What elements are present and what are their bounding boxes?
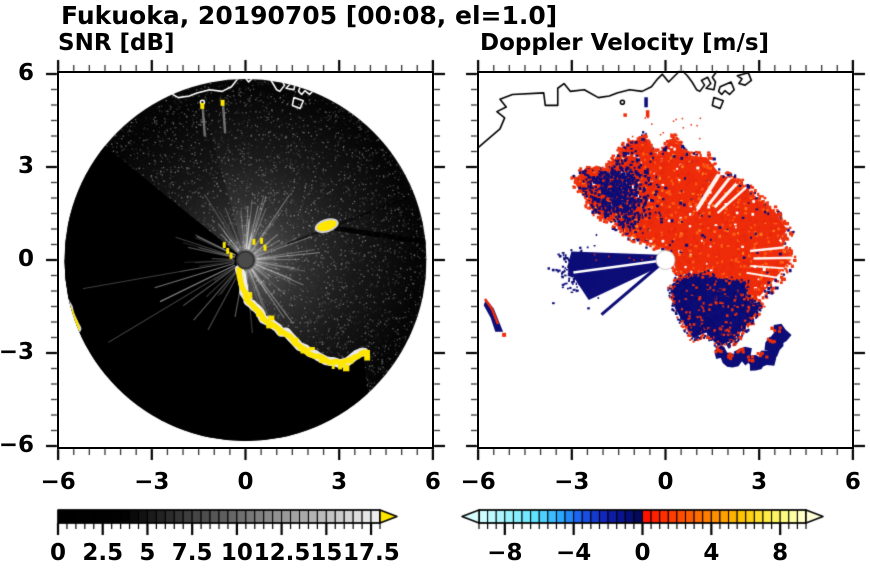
colorbar-tick-label: 10 (220, 540, 253, 566)
y-tick-label: 3 (17, 153, 34, 179)
y-tick-label: −6 (0, 432, 34, 458)
colorbar-tick-label: 17.5 (343, 540, 400, 566)
y-tick-label: −3 (0, 339, 34, 365)
colorbar-tick-label: 8 (772, 540, 789, 566)
x-tick-label: −3 (554, 469, 590, 495)
colorbar-tick-label: 5 (139, 540, 156, 566)
x-tick-label: 6 (424, 469, 441, 495)
x-tick-label: 3 (751, 469, 768, 495)
x-tick-label: 3 (331, 469, 348, 495)
colorbar-tick-label: 0 (634, 540, 651, 566)
y-tick-label: 6 (17, 60, 34, 86)
x-tick-label: 0 (237, 469, 254, 495)
x-tick-label: 0 (657, 469, 674, 495)
colorbar-tick-label: 12.5 (253, 540, 311, 566)
x-tick-label: −6 (460, 469, 496, 495)
x-tick-label: 6 (844, 469, 861, 495)
colorbar-tick-label: 2.5 (82, 540, 124, 566)
colorbar-tick-label: −4 (556, 540, 592, 566)
colorbar-tick-label: 15 (310, 540, 343, 566)
colorbar-tick-label: 4 (703, 540, 720, 566)
colorbar-tick-label: 0 (49, 540, 66, 566)
colorbar-tick-label: 7.5 (171, 540, 213, 566)
colorbar-tick-label: −8 (487, 540, 523, 566)
x-tick-label: −3 (134, 469, 170, 495)
x-tick-label: −6 (40, 469, 76, 495)
figure-title: Fukuoka, 20190705 [00:08, el=1.0] (61, 1, 558, 30)
doppler-panel-label: Doppler Velocity [m/s] (480, 30, 770, 56)
snr-panel-label: SNR [dB] (58, 30, 175, 56)
y-tick-label: 0 (17, 246, 34, 272)
